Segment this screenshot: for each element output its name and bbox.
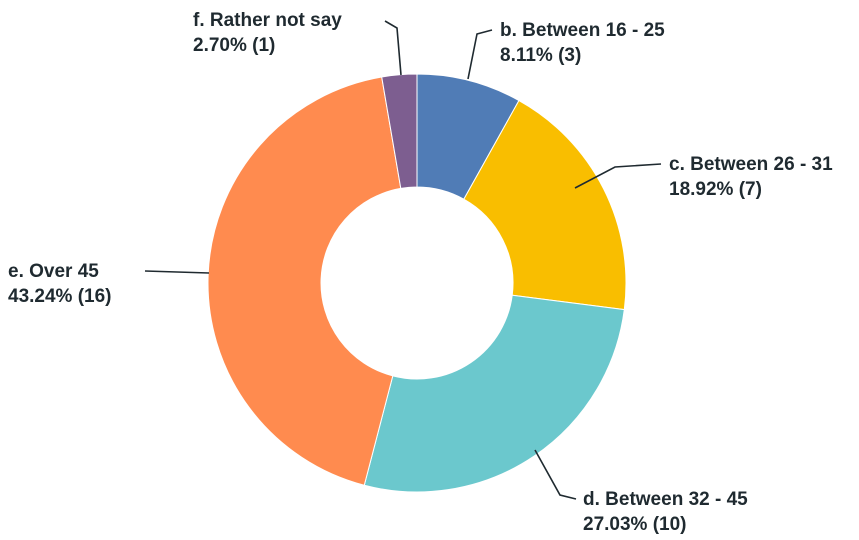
slices-layer [207, 73, 627, 493]
slice-value-c: 18.92% (7) [669, 179, 762, 200]
leader-line-c [574, 163, 662, 189]
slice-label-e: e. Over 45 [8, 261, 99, 282]
slice-value-e: 43.24% (16) [8, 286, 112, 307]
slice-value-b: 8.11% (3) [500, 45, 581, 66]
labels-layer: b. Between 16 - 25 8.11% (3) c. Between 26… [8, 10, 833, 535]
slice-value-d: 27.03% (10) [583, 514, 687, 535]
leader-line-d [534, 449, 577, 500]
slice-d [363, 294, 625, 493]
slice-label-f: f. Rather not say [193, 10, 342, 31]
slice-label-c: c. Between 26 - 31 [669, 154, 833, 175]
slice-f [381, 73, 418, 189]
leader-line-f [384, 20, 402, 76]
slice-e [207, 76, 402, 486]
leader-line-e [144, 270, 210, 274]
slice-c [463, 99, 627, 311]
slice-label-b: b. Between 16 - 25 [500, 20, 665, 41]
leader-line-b [467, 29, 493, 80]
slice-label-d: d. Between 32 - 45 [583, 489, 748, 510]
slice-value-f: 2.70% (1) [193, 35, 275, 56]
leader-lines-layer [144, 20, 662, 500]
